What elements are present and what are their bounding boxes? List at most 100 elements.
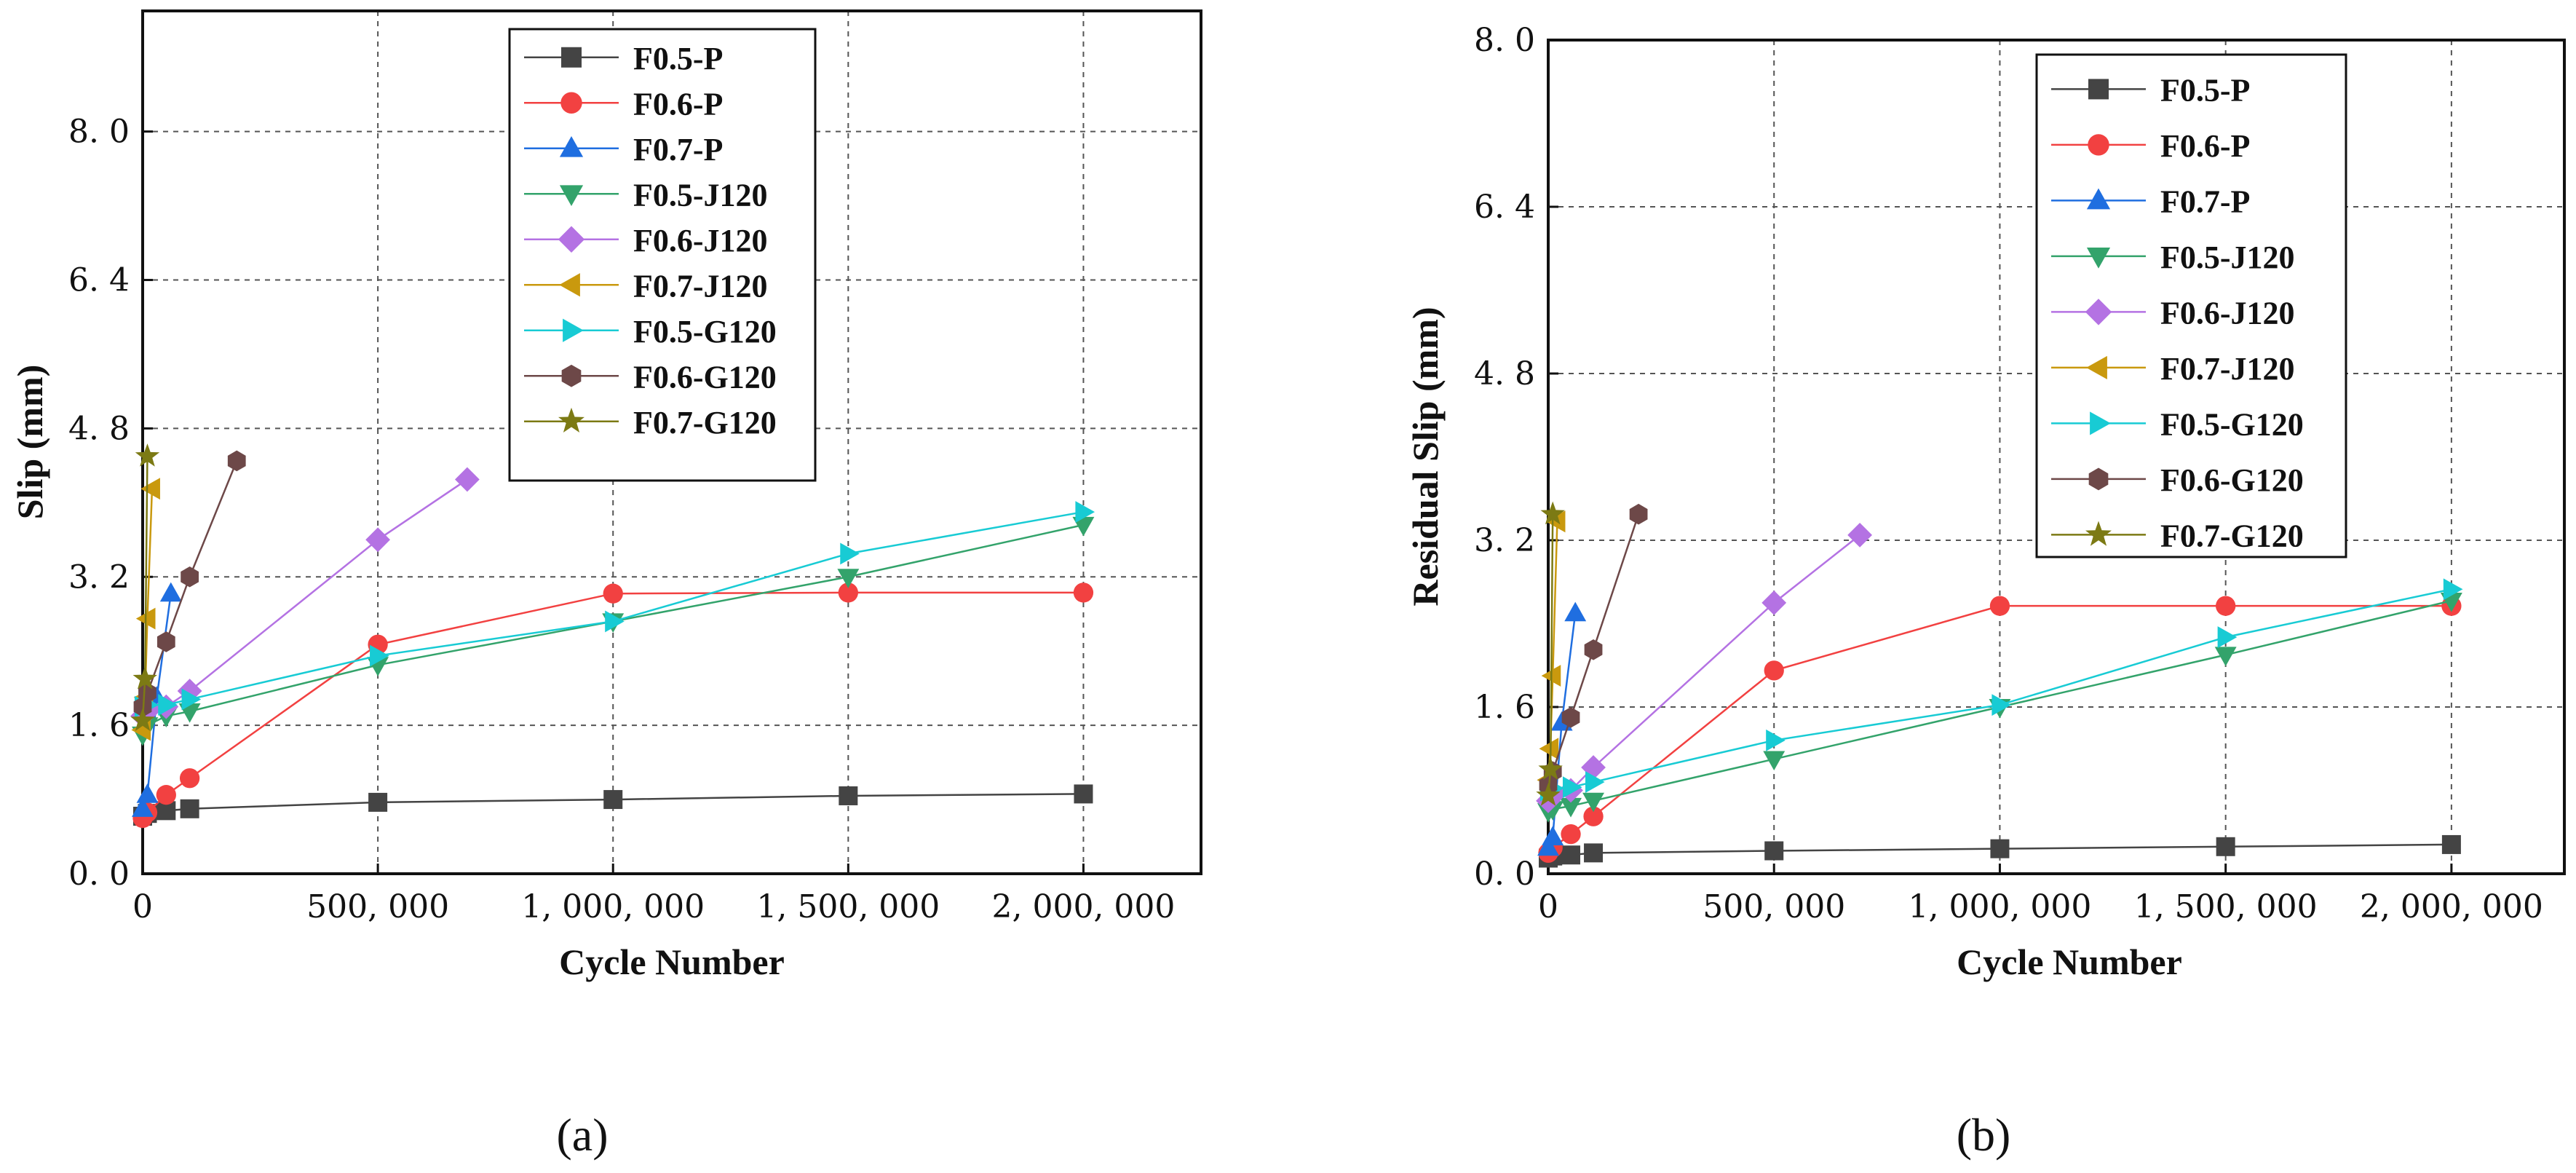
- data-point-f0.6-p: [156, 785, 176, 805]
- legend-b: F0.5-P F0.6-P F0.7-P F0.5-J120 F0.6-J120 F0.7…: [2035, 53, 2347, 558]
- data-point-f0.5-g120: [840, 542, 860, 565]
- legend-entry-f0.5-p: F0.5-P: [633, 41, 723, 76]
- data-point-f0.7-g120: [130, 708, 155, 731]
- series-a: [130, 443, 1095, 829]
- legend-entry-f0.5-j120: F0.5-J120: [633, 177, 768, 213]
- legend-marker-f0.6-p: [2088, 134, 2109, 156]
- data-point-f0.6-j120: [365, 527, 391, 553]
- data-point-f0.6-j120: [1761, 590, 1787, 615]
- legend-marker-f0.5-j120: [2086, 248, 2111, 269]
- y-tick-label-a: 4. 8: [68, 410, 130, 447]
- legend-entry-f0.7-p: F0.7-P: [633, 132, 723, 167]
- data-point-f0.6-g120: [1561, 707, 1580, 728]
- y-axis-label-b: Residual Slip (mm): [1405, 307, 1446, 606]
- data-point-f0.6-p: [1989, 596, 2010, 616]
- data-point-f0.6-j120: [1581, 755, 1606, 780]
- x-tick-label-b: 500, 000: [1703, 888, 1845, 925]
- legend-marker-f0.5-p: [561, 47, 582, 68]
- legend-entry-f0.5-j120: F0.5-J120: [2160, 240, 2295, 275]
- legend-entry-f0.5-g120: F0.5-G120: [2160, 406, 2304, 442]
- tick-labels-a: 0. 0 1. 6 3. 2 4. 8 6. 4 8. 0 0 500, 000 1, 000,…: [68, 114, 1175, 925]
- y-tick-label-a: 8. 0: [68, 114, 130, 151]
- x-axis-label-a: Cycle Number: [559, 941, 785, 982]
- data-point-f0.5-p: [1990, 839, 2010, 858]
- x-tick-label-b: 0: [1538, 888, 1558, 925]
- x-tick-label-b: 1, 500, 000: [2134, 888, 2318, 925]
- data-point-f0.6-p: [838, 582, 858, 603]
- data-point-f0.5-p: [1074, 784, 1093, 804]
- legend-entry-f0.5-p: F0.5-P: [2160, 72, 2250, 108]
- chart-panel-a: 0. 0 1. 6 3. 2 4. 8 6. 4 8. 0 0 500, 000 1, 000,…: [9, 9, 1202, 1161]
- x-tick-label-a: 2, 000, 000: [991, 888, 1175, 925]
- panel-label-a: (a): [556, 1109, 608, 1161]
- data-point-f0.5-g120: [1562, 776, 1582, 799]
- data-point-f0.6-j120: [454, 467, 480, 492]
- legend-entry-f0.7-j120: F0.7-J120: [633, 268, 768, 304]
- data-point-f0.7-p: [159, 582, 182, 602]
- plot-frame-b: [1547, 39, 2566, 875]
- legend-marker-f0.7-p: [2086, 188, 2111, 210]
- plot-frame-a: [141, 9, 1202, 875]
- data-point-f0.6-g120: [227, 450, 246, 472]
- legend-marker-f0.5-g120: [2090, 411, 2111, 435]
- legend-box-b: [2035, 53, 2347, 558]
- y-tick-label-b: 8. 0: [1474, 22, 1535, 59]
- data-point-f0.5-j120: [1560, 797, 1582, 818]
- data-point-f0.7-g120: [1540, 501, 1565, 525]
- data-point-f0.7-g120: [135, 443, 160, 467]
- legend-entry-f0.7-p: F0.7-P: [2160, 183, 2250, 219]
- legend-box-a: [508, 28, 817, 482]
- data-point-f0.6-p: [1561, 824, 1581, 845]
- data-point-f0.5-g120: [1766, 729, 1786, 751]
- data-point-f0.5-j120: [1072, 516, 1095, 537]
- chart-panel-b: 0. 0 1. 6 3. 2 4. 8 6. 4 8. 0 0 500, 000 1, 000,…: [1405, 22, 2566, 1161]
- x-tick-label-b: 2, 000, 000: [2360, 888, 2543, 925]
- data-point-f0.5-p: [2216, 837, 2235, 856]
- data-point-f0.6-g120: [1584, 639, 1603, 660]
- data-point-f0.5-g120: [605, 610, 625, 633]
- data-point-f0.7-p: [1564, 601, 1587, 622]
- data-point-f0.5-j120: [837, 569, 860, 588]
- data-point-f0.6-g120: [181, 566, 199, 588]
- data-point-f0.7-p: [132, 797, 154, 817]
- series-b: [1536, 501, 2463, 868]
- data-point-f0.5-p: [1561, 845, 1581, 865]
- data-point-f0.5-g120: [1075, 501, 1095, 524]
- x-axis-label-b: Cycle Number: [1957, 941, 2182, 982]
- legend-marker-f0.7-j120: [2086, 355, 2107, 380]
- legend-marker-f0.7-p: [559, 135, 584, 157]
- legend-marker-f0.6-j120: [558, 226, 585, 253]
- data-point-f0.5-p: [2441, 834, 2461, 854]
- data-point-f0.5-g120: [1992, 694, 2012, 716]
- data-point-f0.5-g120: [181, 688, 202, 711]
- data-point-f0.5-j120: [1582, 792, 1604, 813]
- legend-marker-f0.6-g120: [561, 364, 582, 387]
- data-point-f0.5-g120: [2217, 626, 2238, 649]
- legend-entry-f0.6-g120: F0.6-G120: [2160, 462, 2304, 498]
- data-point-f0.5-j120: [1763, 751, 1786, 771]
- legend-marker-f0.6-j120: [2085, 299, 2112, 325]
- y-tick-label-b: 4. 8: [1474, 355, 1535, 392]
- data-point-f0.7-g120: [132, 666, 157, 690]
- data-point-f0.7-j120: [1539, 738, 1559, 760]
- data-point-f0.5-p: [1764, 841, 1784, 861]
- legend-entry-f0.6-g120: F0.6-G120: [633, 359, 777, 395]
- data-point-f0.6-p: [1764, 660, 1784, 681]
- data-point-f0.5-g120: [2443, 578, 2463, 601]
- tick-labels-b: 0. 0 1. 6 3. 2 4. 8 6. 4 8. 0 0 500, 000 1, 000,…: [1474, 22, 2543, 925]
- data-point-f0.5-g120: [158, 694, 178, 716]
- y-tick-label-b: 0. 0: [1474, 856, 1535, 893]
- data-point-f0.5-g120: [1585, 771, 1605, 793]
- legend-marker-f0.7-j120: [559, 273, 580, 297]
- legend-entry-f0.6-j120: F0.6-J120: [2160, 295, 2295, 331]
- data-point-f0.5-p: [839, 786, 858, 805]
- data-point-f0.5-j120: [2214, 647, 2237, 667]
- data-point-f0.6-p: [1583, 806, 1604, 826]
- legend-marker-f0.6-p: [560, 92, 582, 114]
- data-point-f0.7-g120: [1538, 757, 1563, 781]
- y-tick-label-b: 3. 2: [1474, 522, 1535, 559]
- y-tick-label-b: 1. 6: [1474, 689, 1535, 726]
- legend-entry-f0.6-j120: F0.6-J120: [633, 223, 768, 258]
- legend-marker-f0.5-g120: [563, 318, 584, 342]
- legend-entry-f0.6-p: F0.6-P: [2160, 128, 2250, 164]
